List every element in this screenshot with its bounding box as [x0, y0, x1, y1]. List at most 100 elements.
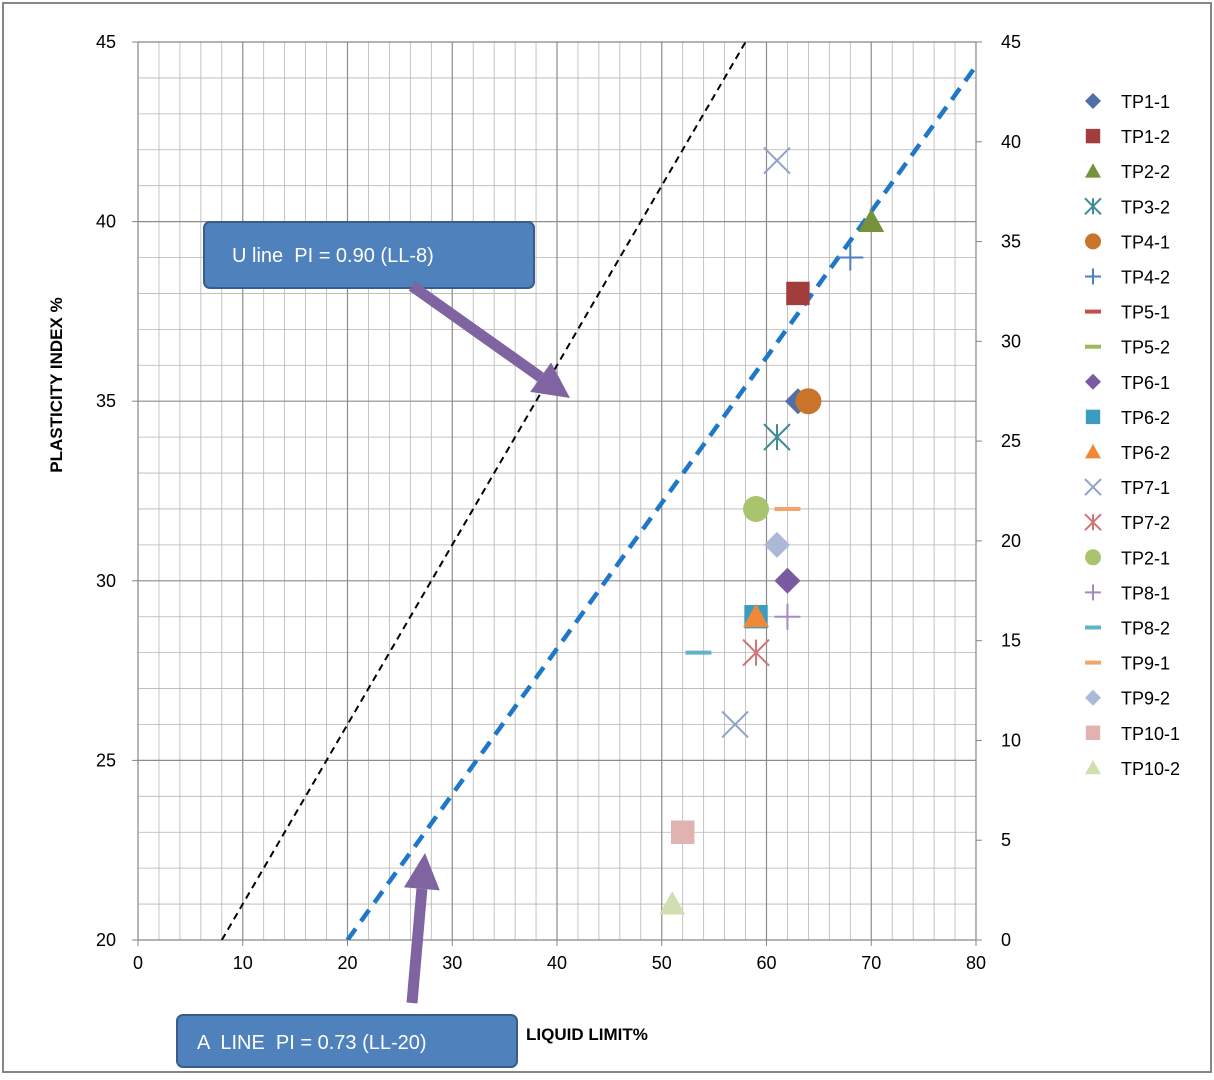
legend-marker-tp7-2: [1084, 513, 1102, 531]
legend-marker-tp1-1-shape: [1085, 93, 1101, 109]
point-tp9-2: [763, 531, 790, 558]
point-tp3-2: [763, 423, 791, 451]
legend-marker-tp9-2: [1085, 689, 1101, 706]
legend-label-tp10-1: TP10-1: [1121, 724, 1180, 744]
point-tp7-1: [721, 710, 749, 739]
y-left-tick-label: 25: [96, 750, 116, 770]
legend-marker-tp1-1: [1085, 93, 1101, 109]
y-left-tick-label: 45: [96, 32, 116, 52]
legend-marker-tp7-1-stroke: [1084, 478, 1102, 496]
point-tp1-2-shape: [786, 281, 810, 306]
x-tick-label: 30: [442, 953, 462, 973]
point-tp10-1: [671, 820, 695, 844]
legend-label-tp7-2: TP7-2: [1121, 513, 1170, 533]
y-right-tick-label: 40: [1001, 132, 1021, 152]
y-left-tick-label: 35: [96, 391, 116, 411]
legend-label-tp5-1: TP5-1: [1121, 303, 1170, 323]
point-tp4-1-shape: [795, 388, 822, 415]
point-tp7-1-stroke: [763, 146, 791, 175]
x-tick-label: 70: [861, 953, 881, 973]
legend-marker-tp2-1: [1085, 549, 1101, 566]
point-tp4-2: [837, 244, 864, 271]
y-right-tick-label: 35: [1001, 232, 1021, 252]
legend-marker-tp4-1-shape: [1085, 233, 1101, 250]
x-tick-label: 20: [337, 953, 357, 973]
x-tick-label: 0: [133, 953, 143, 973]
point-tp7-2: [742, 638, 770, 667]
legend-marker-tp6-2: [1085, 444, 1101, 459]
callout-arrows: [403, 281, 570, 1004]
y-right-tick-label: 25: [1001, 431, 1021, 451]
u-line: [220, 42, 747, 940]
y-left-tick-label: 40: [96, 212, 116, 232]
point-tp2-1: [743, 495, 770, 522]
legend-marker-tp10-2: [1085, 759, 1101, 775]
point-tp6-2-shape: [743, 603, 770, 628]
legend-marker-tp6-1-shape: [1085, 373, 1101, 390]
a-line-callout: A LINE PI = 0.73 (LL-20): [176, 1014, 518, 1068]
legend-label-tp2-2: TP2-2: [1121, 162, 1170, 182]
u-line-arrow-shaft: [408, 281, 544, 382]
legend-marker-tp6-2-shape: [1085, 409, 1101, 425]
y-right-tick-label: 15: [1001, 631, 1021, 651]
u-line-arrow-head: [530, 362, 570, 398]
point-tp6-1: [774, 567, 801, 594]
y-right-tick-label: 30: [1001, 331, 1021, 351]
y-left-tick-label: 20: [96, 930, 116, 950]
legend-label-tp6-1: TP6-1: [1121, 373, 1170, 393]
x-tick-label: 10: [233, 953, 253, 973]
legend-marker-tp6-2: [1085, 409, 1101, 425]
point-tp10-2: [659, 891, 686, 915]
point-tp6-2: [743, 603, 770, 628]
a-line-callout-box: [176, 1014, 518, 1068]
legend-marker-tp6-2-shape: [1085, 444, 1101, 459]
legend-label-tp1-2: TP1-2: [1121, 127, 1170, 147]
u-line-callout-label: U line PI = 0.90 (LL-8): [232, 245, 434, 267]
point-tp8-1: [774, 603, 801, 630]
legend-label-tp5-2: TP5-2: [1121, 338, 1170, 358]
grid-minor: [138, 42, 976, 940]
legend-marker-tp2-2-shape: [1085, 163, 1101, 178]
y-right-tick-label: 5: [1001, 830, 1011, 850]
legend-marker-tp3-2: [1084, 197, 1102, 216]
y-right-tick-label: 45: [1001, 32, 1021, 52]
x-axis-tick-labels: 0 10 20 30 40 50 60 70 80: [133, 940, 986, 973]
legend-label-tp4-2: TP4-2: [1121, 268, 1170, 288]
legend-label-tp6-2: TP6-2: [1121, 408, 1170, 428]
y-right-tick-label: 10: [1001, 730, 1021, 750]
x-tick-label: 80: [966, 953, 986, 973]
legend-marker-tp9-2-shape: [1085, 689, 1101, 706]
legend-marker-tp4-2: [1085, 268, 1101, 285]
a-line-arrow-head: [403, 853, 440, 891]
legend-label-tp10-2: TP10-2: [1121, 759, 1180, 779]
legend-label-tp8-1: TP8-1: [1121, 583, 1170, 603]
x-tick-label: 40: [547, 953, 567, 973]
point-tp10-1-shape: [671, 820, 695, 844]
legend-marker-tp10-1: [1085, 725, 1101, 740]
legend: TP1-1 TP1-2 TP2-2 TP3-2 TP4-1 TP4-2 TP5-1 TP5-2…: [1084, 92, 1180, 779]
legend-marker-tp8-1: [1085, 584, 1101, 601]
point-tp1-2: [786, 281, 810, 306]
legend-marker-tp2-1-shape: [1085, 549, 1101, 566]
x-axis-title: LIQUID LIMIT%: [526, 1025, 648, 1044]
a-line-callout-label: A LINE PI = 0.73 (LL-20): [197, 1032, 427, 1054]
legend-marker-tp7-1: [1084, 478, 1102, 496]
point-tp7-1-stroke: [721, 710, 749, 739]
legend-label-tp6-2: TP6-2: [1121, 443, 1170, 463]
legend-marker-tp6-1: [1085, 373, 1101, 390]
legend-label-tp3-2: TP3-2: [1121, 197, 1170, 217]
point-tp6-1-shape: [774, 567, 801, 594]
point-tp7-1: [763, 146, 791, 175]
point-tp2-2-shape: [858, 208, 885, 232]
a-line-arrow-shaft: [406, 888, 428, 1004]
point-tp2-2: [858, 208, 885, 232]
y-right-tick-label: 20: [1001, 531, 1021, 551]
x-tick-label: 50: [652, 953, 672, 973]
legend-label-tp8-2: TP8-2: [1121, 619, 1170, 639]
legend-marker-tp10-1-shape: [1085, 725, 1101, 740]
point-tp4-1: [795, 388, 822, 415]
legend-marker-tp4-1: [1085, 233, 1101, 250]
legend-label-tp7-1: TP7-1: [1121, 478, 1170, 498]
